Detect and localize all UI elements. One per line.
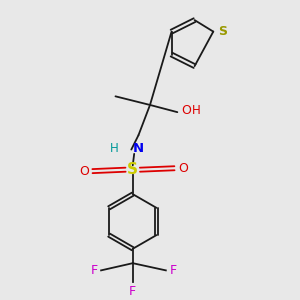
Text: O: O <box>181 104 191 117</box>
Text: S: S <box>218 25 227 38</box>
Text: F: F <box>169 264 176 277</box>
Text: N: N <box>133 142 144 154</box>
Text: O: O <box>79 165 89 178</box>
Text: O: O <box>178 162 188 175</box>
Text: F: F <box>129 285 136 298</box>
Text: S: S <box>127 162 138 177</box>
Text: H: H <box>192 104 201 117</box>
Text: H: H <box>110 142 118 154</box>
Text: F: F <box>91 264 98 277</box>
